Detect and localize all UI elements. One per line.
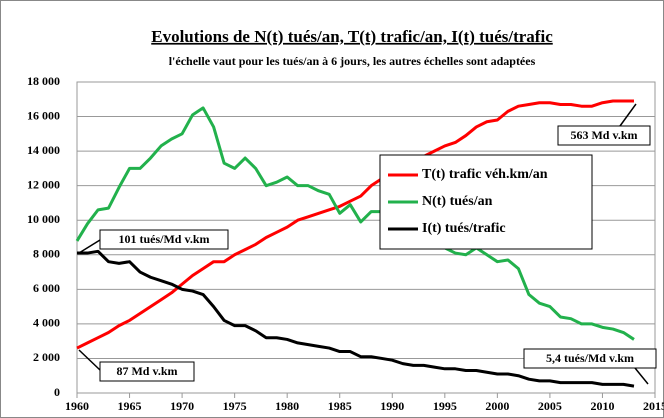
x-tick-label: 1995	[433, 399, 457, 413]
x-tick-label: 2010	[590, 399, 614, 413]
x-tick-label: 2005	[538, 399, 562, 413]
annotation: 87 Md v.km	[116, 364, 177, 378]
annotation: 101 tués/Md v.km	[118, 232, 209, 246]
overlay: 101 tués/Md v.km 87 Md v.km 563 Md v.km …	[78, 103, 657, 385]
y-tick-label: 10 000	[27, 212, 60, 226]
series-line	[75, 106, 635, 341]
x-tick-label: 1985	[328, 399, 352, 413]
lines	[75, 99, 635, 388]
leader	[78, 239, 101, 254]
annotation-box	[99, 229, 229, 250]
y-tick-label: 18 000	[27, 74, 60, 88]
x-tick-label: 1970	[170, 399, 194, 413]
leader	[78, 349, 101, 371]
series-line	[77, 249, 635, 388]
legend-label: T(t) trafic véh.km/an	[422, 167, 548, 182]
x-tick-label: 1960	[65, 399, 89, 413]
leader	[619, 103, 637, 127]
x-tick-label: 2000	[485, 399, 509, 413]
leader	[634, 367, 649, 385]
legend-label: I(t) tués/trafic	[422, 221, 506, 236]
series-line	[76, 99, 634, 350]
y-tick-label: 6 000	[33, 281, 60, 295]
chart-title: Evolutions de N(t) tués/an, T(t) trafic/…	[151, 27, 553, 46]
annotation: 5,4 tués/Md v.km	[546, 351, 634, 365]
legend: T(t) trafic véh.km/an N(t) tués/an I(t) tu…	[379, 154, 593, 250]
x-tick-label: 1980	[275, 399, 299, 413]
y-tick-label: 4 000	[33, 316, 60, 330]
annotation-box	[523, 348, 657, 369]
annotation-box	[557, 125, 651, 146]
x-tick-label: 1975	[223, 399, 247, 413]
annotation: 563 Md v.km	[570, 128, 637, 142]
legend-label: N(t) tués/an	[422, 194, 493, 209]
grid: 0 2 000 4 000 6 000 8 000 10 000 12 000 14 000 1…	[27, 74, 664, 413]
x-tick-label: 1965	[118, 399, 142, 413]
x-tick-label: 2015	[643, 399, 664, 413]
y-tick-label: 2 000	[33, 350, 60, 364]
y-tick-label: 8 000	[33, 247, 60, 261]
y-tick-label: 16 000	[27, 108, 60, 122]
y-tick-label: 0	[54, 385, 60, 399]
chart-subtitle: l'échelle vaut pour les tués/an à 6 jour…	[169, 54, 536, 68]
x-tick-label: 1990	[380, 399, 404, 413]
annotation-box	[99, 361, 195, 382]
y-tick-label: 12 000	[27, 177, 60, 191]
y-tick-label: 14 000	[27, 143, 60, 157]
